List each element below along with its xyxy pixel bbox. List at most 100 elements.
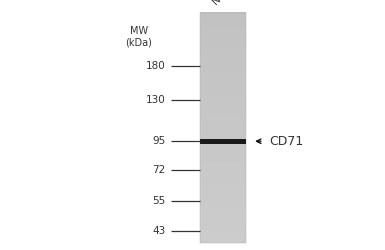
Bar (200, 166, 246, 168)
Bar (200, 116, 246, 118)
Bar (200, 202, 246, 204)
Bar (200, 53, 246, 55)
Bar (200, 216, 246, 218)
Bar (200, 176, 246, 177)
Bar (200, 237, 246, 239)
Bar (200, 126, 246, 128)
Bar (200, 70, 246, 72)
Bar (200, 210, 246, 212)
Text: MW
(kDa): MW (kDa) (125, 26, 152, 48)
Bar (200, 177, 246, 179)
Bar (200, 36, 246, 38)
Bar (200, 147, 246, 148)
Bar (200, 12, 246, 242)
Bar (200, 185, 246, 187)
Bar (200, 137, 246, 139)
Bar (200, 55, 246, 56)
Bar (200, 85, 246, 87)
Bar (200, 174, 246, 176)
Bar (200, 160, 246, 162)
Bar (200, 135, 246, 137)
Bar (200, 179, 246, 181)
Bar (200, 72, 246, 74)
Bar (200, 82, 246, 84)
Bar (200, 198, 246, 200)
Bar (200, 194, 246, 196)
Bar (200, 156, 246, 158)
Bar (200, 97, 246, 99)
Bar (200, 24, 246, 26)
Text: Neuro2A: Neuro2A (211, 0, 249, 6)
Bar (200, 74, 246, 76)
Bar (200, 89, 246, 91)
Bar (200, 152, 246, 154)
Bar (200, 208, 246, 210)
Bar (200, 32, 246, 34)
Bar (200, 20, 246, 22)
Bar (200, 106, 246, 108)
Bar (200, 30, 246, 32)
Bar (200, 99, 246, 101)
Bar (200, 218, 246, 220)
Bar (200, 233, 246, 235)
Bar (200, 168, 246, 170)
Bar (200, 60, 246, 62)
Bar (200, 39, 246, 41)
Bar (200, 220, 246, 222)
Bar (200, 214, 246, 216)
Bar (200, 196, 246, 198)
Bar (200, 148, 246, 150)
Bar (200, 200, 246, 202)
Bar (200, 26, 246, 28)
Bar (200, 84, 246, 85)
Bar (200, 12, 246, 14)
Bar (200, 18, 246, 20)
Bar (200, 112, 246, 114)
Bar (200, 222, 246, 223)
Bar (200, 58, 246, 60)
Bar (200, 22, 246, 24)
Bar (200, 150, 246, 152)
Text: 72: 72 (152, 165, 166, 175)
Bar (200, 143, 246, 145)
Text: 55: 55 (152, 196, 166, 206)
Text: 180: 180 (146, 61, 166, 71)
Bar (200, 131, 246, 133)
Bar (200, 128, 246, 130)
Bar (200, 108, 246, 110)
Bar (200, 240, 246, 242)
Bar (200, 191, 246, 193)
Bar (200, 145, 246, 147)
Bar (200, 124, 246, 126)
Bar (200, 43, 246, 45)
Bar (200, 189, 246, 191)
Bar (200, 62, 246, 64)
Bar (200, 225, 246, 227)
Bar (200, 122, 246, 124)
Bar (200, 56, 246, 58)
Bar (200, 133, 246, 135)
Bar (200, 223, 246, 225)
Bar (200, 80, 246, 82)
Bar (200, 139, 246, 141)
Text: 130: 130 (146, 95, 166, 105)
Bar (200, 47, 246, 49)
Bar (200, 91, 246, 93)
Bar (200, 93, 246, 95)
Bar (200, 154, 246, 156)
Bar (200, 231, 246, 233)
Bar (200, 64, 246, 66)
Bar (200, 164, 246, 166)
Bar (200, 181, 246, 183)
Text: 95: 95 (152, 136, 166, 146)
Bar (200, 34, 246, 35)
Bar (200, 102, 246, 104)
Bar (200, 38, 246, 39)
Bar (200, 120, 246, 122)
Bar (200, 51, 246, 53)
Text: 43: 43 (152, 226, 166, 236)
Bar (200, 110, 246, 112)
Bar (200, 78, 246, 80)
Bar (200, 158, 246, 160)
Bar (200, 49, 246, 51)
